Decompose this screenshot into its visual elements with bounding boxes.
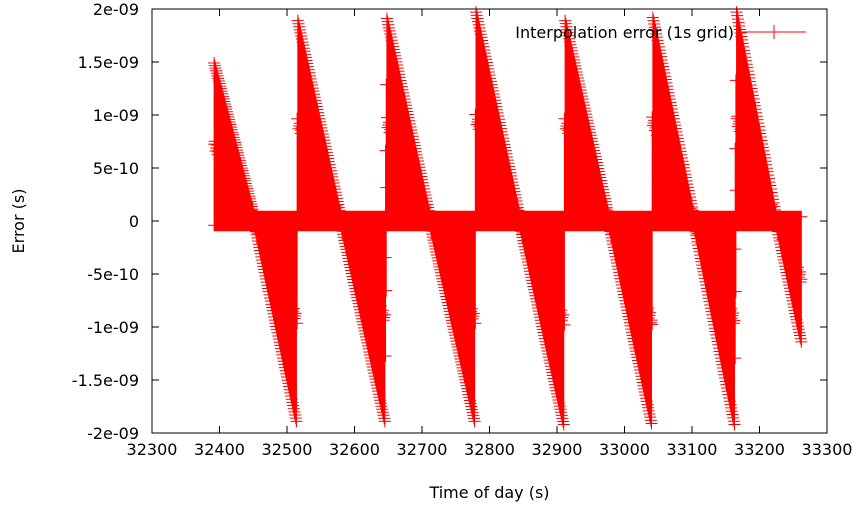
y-tick-label: 1e-09: [93, 106, 139, 125]
x-axis: 32300 32400 32500 32600 32700 32800 32900 33000…: [127, 9, 853, 459]
x-tick-label: 32500: [262, 440, 313, 459]
x-tick-label: 32700: [397, 440, 448, 459]
x-tick-label: 33300: [802, 440, 853, 459]
y-tick-label: 0: [129, 212, 139, 231]
x-tick-label: 33100: [667, 440, 718, 459]
x-axis-title: Time of day (s): [428, 483, 549, 502]
y-tick-label: 2e-09: [93, 0, 139, 19]
y-tick-label: 5e-10: [93, 159, 139, 178]
y-tick-label: -1e-09: [87, 318, 139, 337]
x-tick-label: 33000: [599, 440, 650, 459]
legend: Interpolation error (1s grid): [515, 23, 806, 42]
x-tick-label: 32800: [464, 440, 515, 459]
y-axis: 2e-09 1.5e-09 1e-09 5e-10 0 -5e-10 -1e-09 -1.5e…: [72, 0, 827, 443]
y-axis-title: Error (s): [9, 189, 28, 254]
x-tick-label: 33200: [734, 440, 785, 459]
x-tick-label: 32900: [532, 440, 583, 459]
legend-marker: [742, 25, 806, 39]
y-tick-label: 1.5e-09: [78, 53, 139, 72]
x-tick-label: 32300: [127, 440, 178, 459]
x-tick-label: 32400: [194, 440, 245, 459]
y-tick-label: -5e-10: [87, 265, 139, 284]
series-interpolation-error: [208, 6, 808, 431]
data-layer: [208, 6, 808, 431]
y-tick-label: -1.5e-09: [72, 371, 139, 390]
legend-label: Interpolation error (1s grid): [515, 23, 734, 42]
y-tick-label: -2e-09: [87, 424, 139, 443]
x-tick-label: 32600: [329, 440, 380, 459]
